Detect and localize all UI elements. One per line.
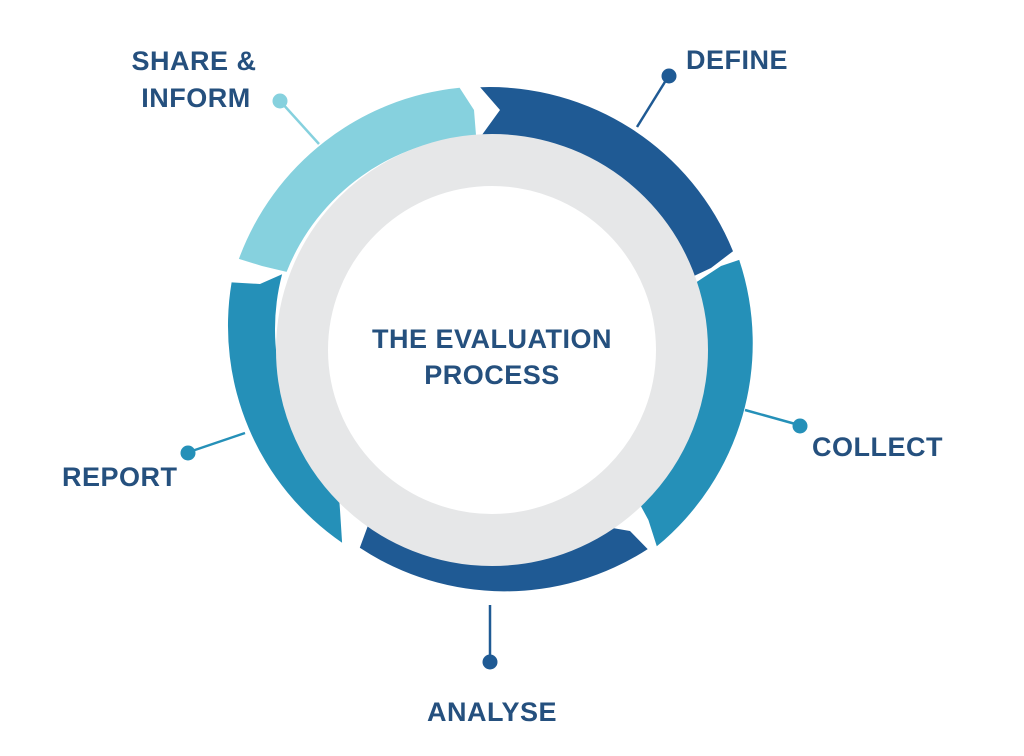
report-label: REPORT: [62, 462, 178, 492]
center-title: THE EVALUATION PROCESS: [372, 324, 612, 390]
analyse-dot: [482, 654, 498, 670]
center-title-line2: PROCESS: [424, 360, 560, 390]
analyse-segment: [359, 498, 648, 592]
share-dot: [272, 93, 288, 109]
define-label: DEFINE: [686, 45, 788, 75]
collect-connector: [744, 408, 800, 427]
define-connector: [635, 76, 670, 128]
report-dot: [180, 445, 196, 461]
connectors: [180, 68, 808, 670]
analyse-label: ANALYSE: [427, 697, 557, 727]
inner-ring: [276, 134, 708, 566]
report-connector: [188, 431, 246, 454]
share-inform-segment: [238, 87, 477, 272]
collect-dot: [792, 418, 808, 434]
center-title-line1: THE EVALUATION: [372, 324, 612, 354]
share-connector: [280, 101, 320, 145]
share-inform-label-line2: INFORM: [141, 83, 250, 113]
step-labels: DEFINE COLLECT ANALYSE REPORT SHARE & IN…: [62, 45, 943, 727]
collect-label: COLLECT: [812, 432, 943, 462]
share-inform-label-line1: SHARE &: [131, 46, 256, 76]
define-dot: [661, 68, 677, 84]
